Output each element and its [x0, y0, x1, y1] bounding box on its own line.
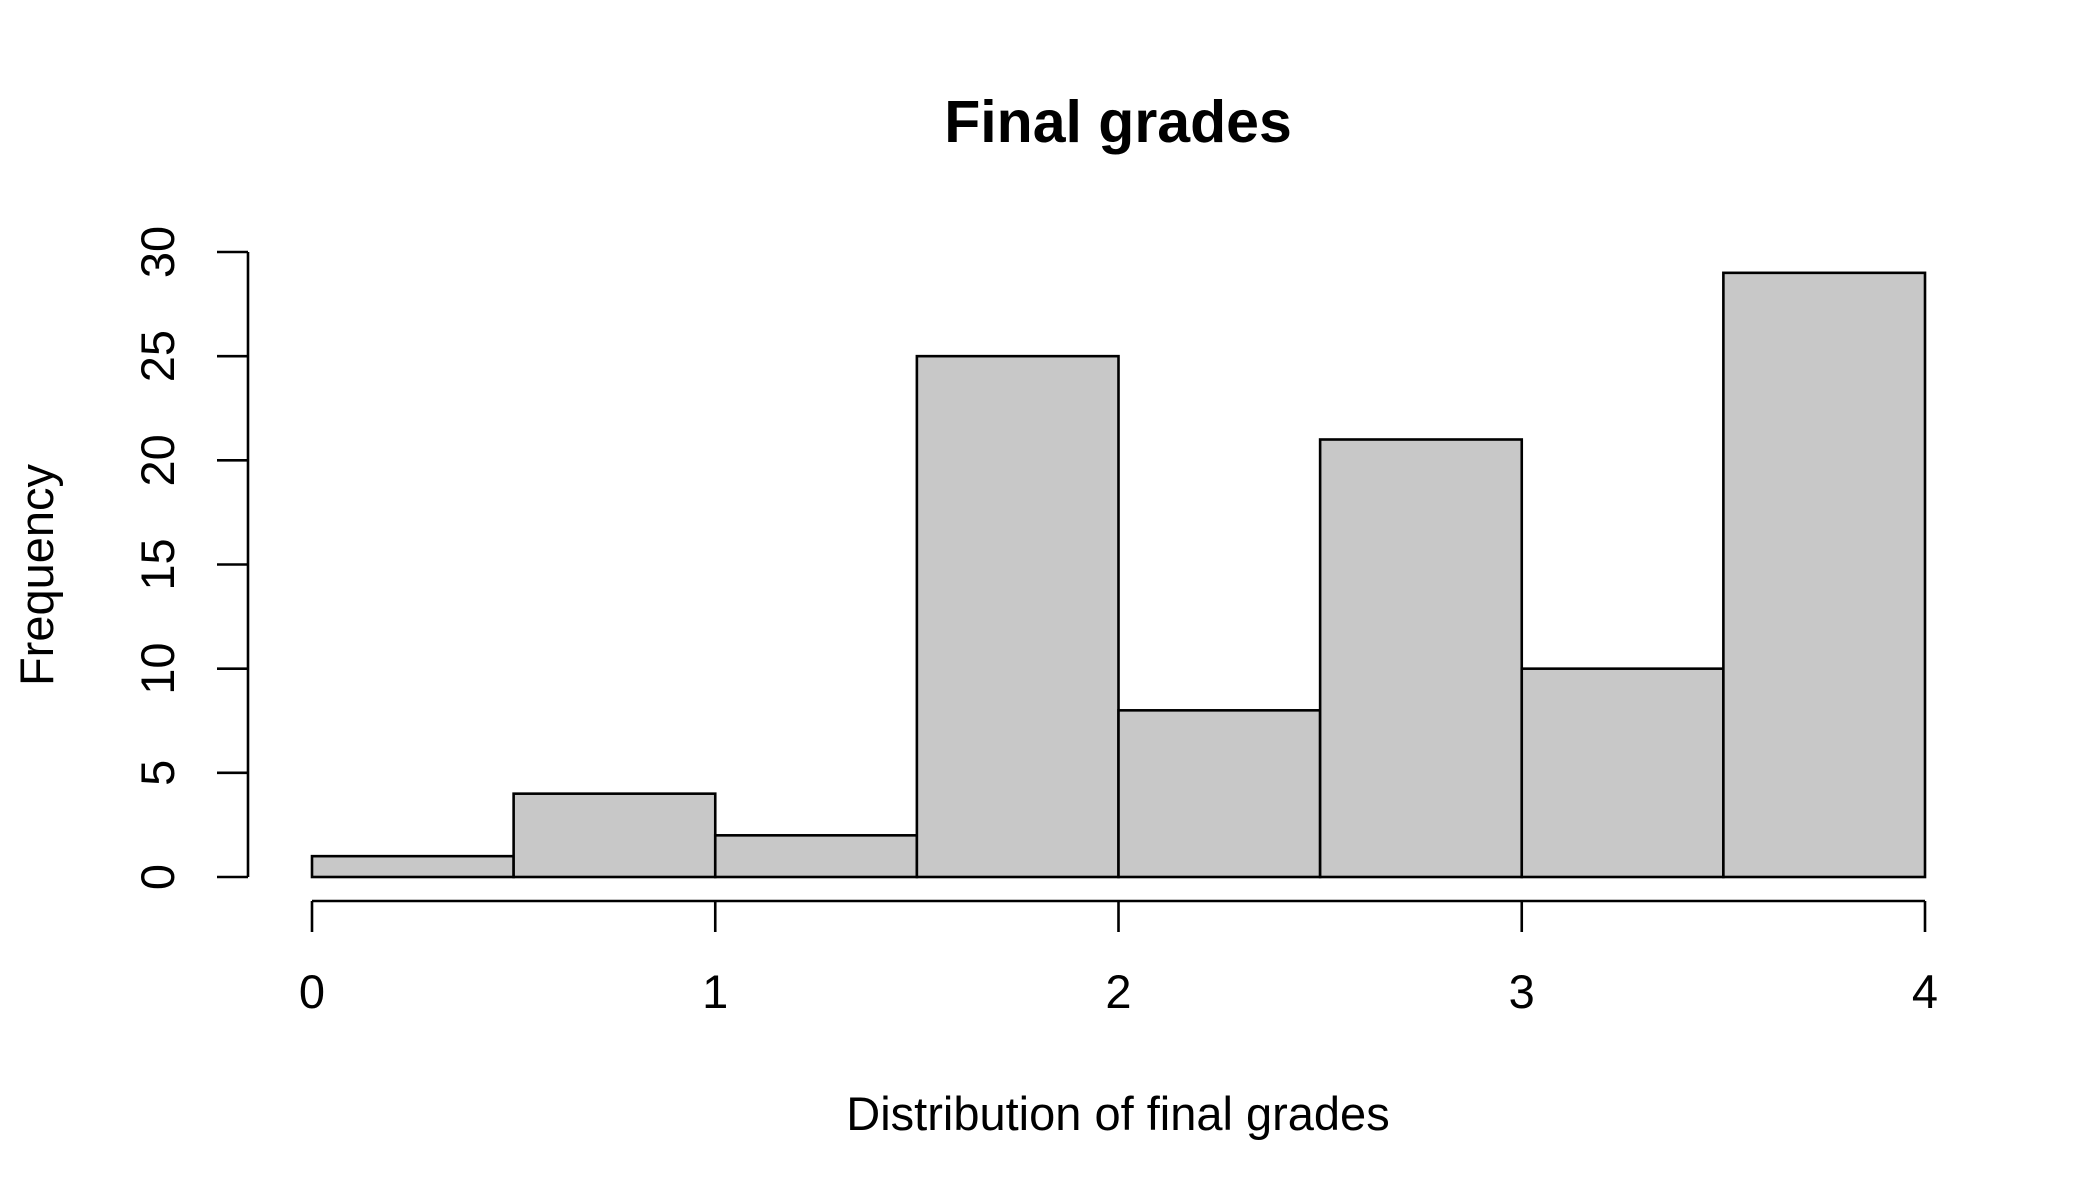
y-axis: 0 5 10 15 20 25 30 [131, 226, 250, 890]
histogram-bar-7 [1722, 271, 1927, 879]
y-tick-label: 30 [131, 226, 184, 278]
histogram-bar-4 [1117, 709, 1322, 879]
y-axis-label: Frequency [10, 463, 63, 686]
x-axis-label: Distribution of final grades [846, 1087, 1389, 1140]
y-tick-label: 10 [131, 643, 184, 695]
histogram-bar-3 [915, 354, 1120, 879]
bars-group [310, 271, 1927, 879]
chart-title: Final grades [944, 89, 1292, 155]
x-axis: 0 1 2 3 4 [299, 899, 1938, 1018]
histogram-bar-5 [1318, 438, 1524, 879]
y-tick-label: 0 [131, 864, 184, 890]
y-tick-label: 25 [131, 330, 184, 382]
x-tick-label: 2 [1105, 965, 1131, 1018]
histogram-bar-2 [713, 834, 919, 879]
x-tick-label: 3 [1509, 965, 1535, 1018]
histogram-bar-6 [1520, 667, 1725, 879]
histogram-bar-0 [310, 854, 515, 879]
histogram-bar-1 [512, 792, 717, 879]
y-tick-label: 20 [131, 434, 184, 486]
y-tick-label: 5 [131, 760, 184, 786]
x-tick-label: 4 [1912, 965, 1938, 1018]
x-tick-label: 1 [702, 965, 728, 1018]
x-tick-label: 0 [299, 965, 325, 1018]
y-tick-label: 15 [131, 538, 184, 590]
